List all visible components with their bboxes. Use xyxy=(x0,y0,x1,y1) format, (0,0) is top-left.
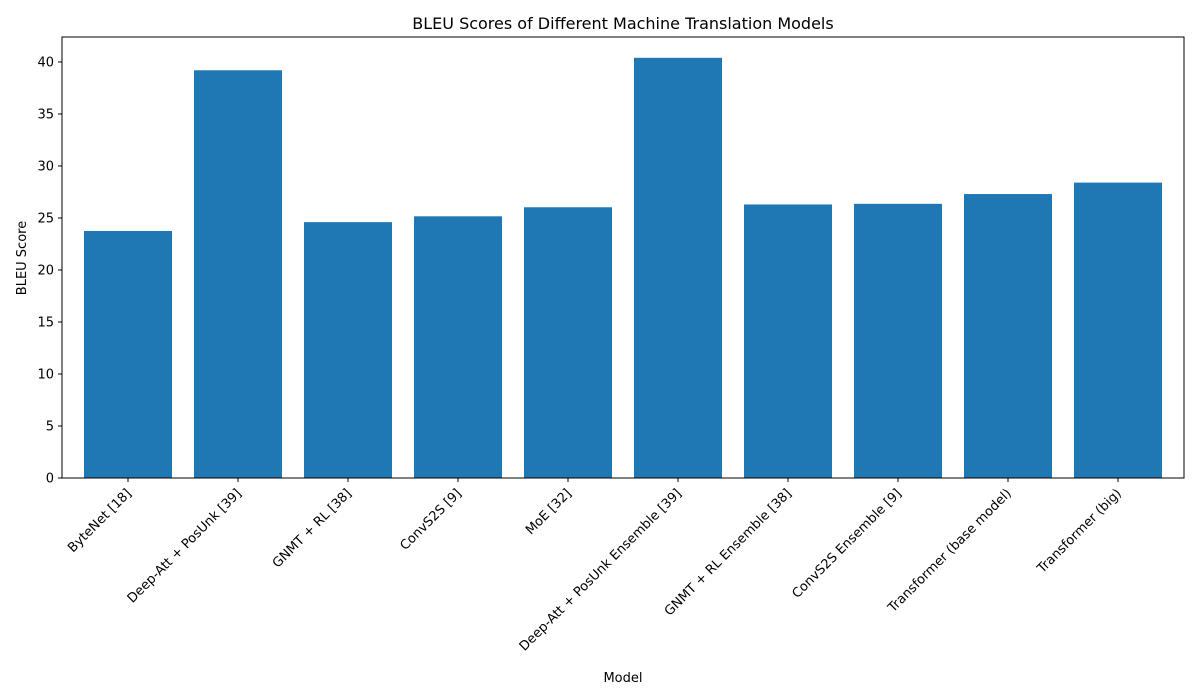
y-axis-label: BLEU Score xyxy=(15,221,30,295)
bars-group xyxy=(84,57,1162,479)
y-tick-label: 30 xyxy=(37,159,54,174)
bar xyxy=(634,57,722,479)
bar xyxy=(414,216,502,478)
bar xyxy=(304,222,392,478)
x-tick-label: GNMT + RL [38] xyxy=(270,486,355,571)
bar xyxy=(84,230,172,478)
bar xyxy=(1074,182,1162,479)
bar xyxy=(744,204,832,478)
y-tick-label: 5 xyxy=(46,420,54,435)
x-tick-label: Transformer (base model) xyxy=(885,486,1015,616)
x-tick-label: Deep-Att + PosUnk [39] xyxy=(125,486,245,606)
bar xyxy=(854,203,942,478)
x-tick-label: Transformer (big) xyxy=(1034,486,1125,577)
x-tick-label: ConvS2S Ensemble [9] xyxy=(789,486,904,601)
x-tick-label: ConvS2S [9] xyxy=(397,486,464,553)
y-tick-label: 40 xyxy=(37,55,54,70)
y-tick-label: 35 xyxy=(37,107,54,122)
y-tick-label: 15 xyxy=(37,315,54,330)
y-tick-label: 10 xyxy=(37,367,54,382)
x-tick-label: GNMT + RL Ensemble [38] xyxy=(662,486,795,619)
bar xyxy=(964,194,1052,479)
y-tick-label: 20 xyxy=(37,263,54,278)
y-tick-label: 0 xyxy=(46,472,54,487)
y-tick-label: 25 xyxy=(37,211,54,226)
x-axis-label: Model xyxy=(603,671,642,686)
bar xyxy=(524,207,612,478)
x-tick-label: MoE [32] xyxy=(523,486,575,538)
plot-frame xyxy=(61,36,1185,479)
y-axis: 0 5 10 15 20 25 30 35 40 xyxy=(37,55,62,487)
x-tick-label: ByteNet [18] xyxy=(65,486,135,556)
chart-title: BLEU Scores of Different Machine Transla… xyxy=(412,14,833,33)
x-axis: ByteNet [18]Deep-Att + PosUnk [39] GNMT +… xyxy=(65,478,1125,654)
bar xyxy=(194,70,282,478)
